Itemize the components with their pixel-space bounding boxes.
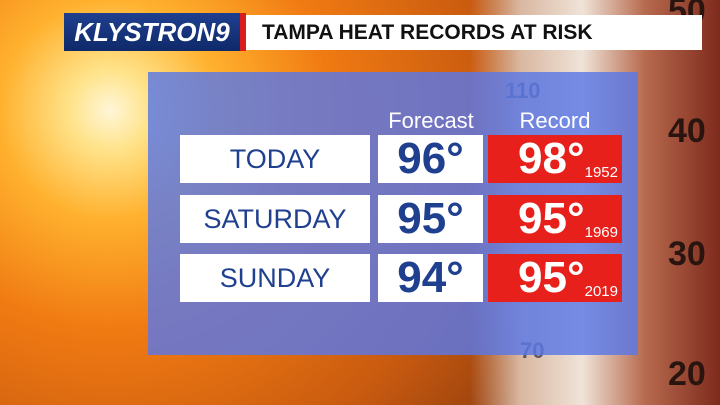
day-label: SATURDAY (180, 195, 370, 243)
forecast: 94° (378, 254, 483, 302)
column-header: Record (519, 108, 591, 133)
day-label: SUNDAY (180, 254, 370, 302)
column-header: Forecast (388, 108, 474, 133)
thermo-label: 30 (668, 235, 706, 273)
thermo-label: 20 (668, 355, 706, 393)
thermo-label: 40 (668, 112, 706, 150)
record: 98° (518, 134, 585, 183)
logo: KLYSTRON9 (64, 13, 246, 51)
forecast: 95° (378, 195, 483, 243)
title: TAMPA HEAT RECORDS AT RISK (262, 21, 593, 44)
record-year: 2019 (584, 283, 618, 300)
record: 95° (518, 253, 585, 302)
record: 95° (518, 194, 585, 243)
record-year: 1969 (584, 224, 618, 241)
record-cell: 98° 1952 (488, 135, 622, 183)
day-label: TODAY (180, 135, 370, 183)
record-cell: 95° 2019 (488, 254, 622, 302)
forecast: 96° (378, 135, 483, 183)
record-cell: 95° 1969 (488, 195, 622, 243)
record-year: 1952 (584, 164, 618, 181)
